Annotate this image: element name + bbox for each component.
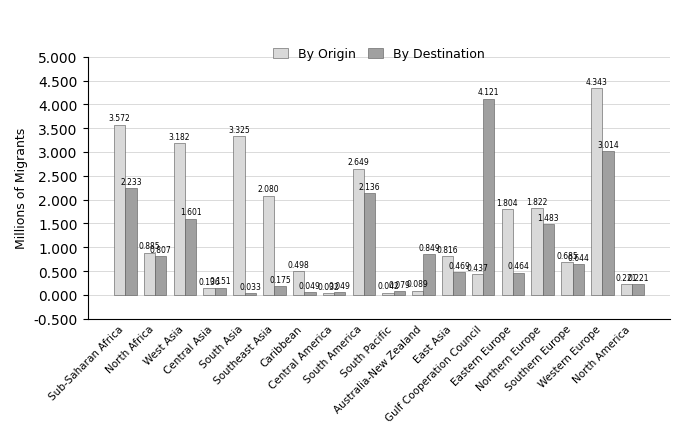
Bar xyxy=(245,293,256,295)
Bar xyxy=(442,256,453,295)
Bar xyxy=(501,209,513,295)
Bar xyxy=(304,293,316,295)
Bar xyxy=(382,293,394,295)
Text: 0.079: 0.079 xyxy=(388,280,410,289)
Bar xyxy=(275,287,286,295)
Bar xyxy=(114,125,125,295)
Text: 1.483: 1.483 xyxy=(538,213,559,223)
Text: 0.807: 0.807 xyxy=(150,245,172,254)
Bar xyxy=(155,257,166,295)
Bar xyxy=(513,273,524,295)
Text: 0.644: 0.644 xyxy=(567,253,589,262)
Text: 0.849: 0.849 xyxy=(419,244,440,252)
Bar xyxy=(483,99,495,295)
Text: 2.649: 2.649 xyxy=(347,158,369,167)
Text: 0.816: 0.816 xyxy=(437,245,458,254)
Bar xyxy=(602,152,614,295)
Text: 4.121: 4.121 xyxy=(478,88,499,97)
Text: 0.469: 0.469 xyxy=(448,261,470,271)
Text: 2.080: 2.080 xyxy=(258,185,279,194)
Text: 3.572: 3.572 xyxy=(109,114,131,123)
Text: 0.136: 0.136 xyxy=(198,277,220,286)
Text: 0.685: 0.685 xyxy=(556,251,577,260)
Bar xyxy=(334,293,345,295)
Text: 0.049: 0.049 xyxy=(299,282,321,290)
Bar xyxy=(453,273,464,295)
Text: 2.233: 2.233 xyxy=(120,178,142,187)
Bar xyxy=(353,170,364,295)
Bar xyxy=(323,293,334,295)
Bar xyxy=(412,291,423,295)
Bar xyxy=(561,263,573,295)
Text: 0.151: 0.151 xyxy=(210,277,232,286)
Y-axis label: Millions of Migrants: Millions of Migrants xyxy=(15,128,28,249)
Bar xyxy=(144,253,155,295)
Bar xyxy=(543,225,554,295)
Bar xyxy=(203,289,215,295)
Text: 0.049: 0.049 xyxy=(329,282,351,290)
Text: 3.325: 3.325 xyxy=(228,126,250,135)
Text: 0.464: 0.464 xyxy=(508,262,530,271)
Bar xyxy=(234,137,245,295)
Text: 3.182: 3.182 xyxy=(169,133,190,141)
Bar xyxy=(185,219,197,295)
Bar xyxy=(632,285,643,295)
Bar xyxy=(173,144,185,295)
Text: 0.221: 0.221 xyxy=(627,273,649,282)
Bar xyxy=(394,291,405,295)
Text: 0.437: 0.437 xyxy=(466,263,488,272)
Text: 0.885: 0.885 xyxy=(138,242,160,251)
Text: 3.014: 3.014 xyxy=(597,141,619,150)
Bar xyxy=(215,288,226,295)
Bar xyxy=(293,272,304,295)
Bar xyxy=(125,189,137,295)
Text: 0.033: 0.033 xyxy=(239,282,261,291)
Text: 1.804: 1.804 xyxy=(497,198,518,207)
Bar xyxy=(423,255,435,295)
Text: 2.136: 2.136 xyxy=(359,182,380,191)
Legend: By Origin, By Destination: By Origin, By Destination xyxy=(268,43,490,66)
Bar xyxy=(532,208,543,295)
Bar xyxy=(263,196,275,295)
Text: 0.175: 0.175 xyxy=(269,276,291,284)
Bar xyxy=(364,194,375,295)
Text: 0.089: 0.089 xyxy=(407,279,429,289)
Text: 0.032: 0.032 xyxy=(318,282,339,291)
Text: 0.042: 0.042 xyxy=(377,282,399,291)
Bar xyxy=(591,89,602,295)
Text: 0.221: 0.221 xyxy=(616,273,637,282)
Text: 1.601: 1.601 xyxy=(180,208,201,217)
Text: 1.822: 1.822 xyxy=(526,197,548,206)
Text: 0.498: 0.498 xyxy=(288,260,310,269)
Bar xyxy=(573,265,584,295)
Bar xyxy=(621,285,632,295)
Bar xyxy=(472,274,483,295)
Text: 4.343: 4.343 xyxy=(586,78,608,86)
